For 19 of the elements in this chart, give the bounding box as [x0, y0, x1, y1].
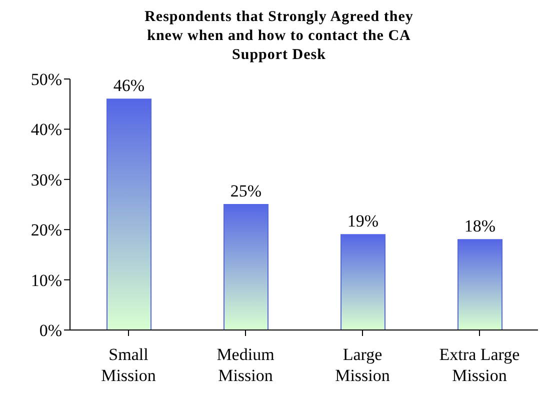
y-tick-label: 10%: [30, 270, 62, 290]
y-tick-label: 0%: [39, 321, 62, 340]
bar: [224, 204, 268, 330]
x-tick-label: Extra Large Mission: [439, 345, 520, 385]
data-label: 18%: [464, 216, 496, 236]
y-tick-label: 30%: [30, 170, 62, 190]
chart-title: Respondents that Strongly Agreed they knew when and how to contact the CA Support Desk: [144, 8, 414, 65]
bar: [340, 234, 386, 330]
bar: [106, 98, 152, 330]
y-tick-label: 50%: [30, 70, 62, 90]
bar: [458, 239, 502, 330]
y-tick-label: 20%: [30, 220, 62, 240]
x-tick-label: Medium Mission: [216, 345, 274, 385]
data-label: 19%: [347, 212, 379, 231]
y-tick-label: 40%: [30, 120, 62, 140]
data-label: 25%: [230, 182, 262, 200]
x-tick-label: Large Mission: [335, 345, 390, 385]
data-label: 46%: [113, 76, 145, 96]
x-tick-label: Small Mission: [101, 345, 156, 385]
